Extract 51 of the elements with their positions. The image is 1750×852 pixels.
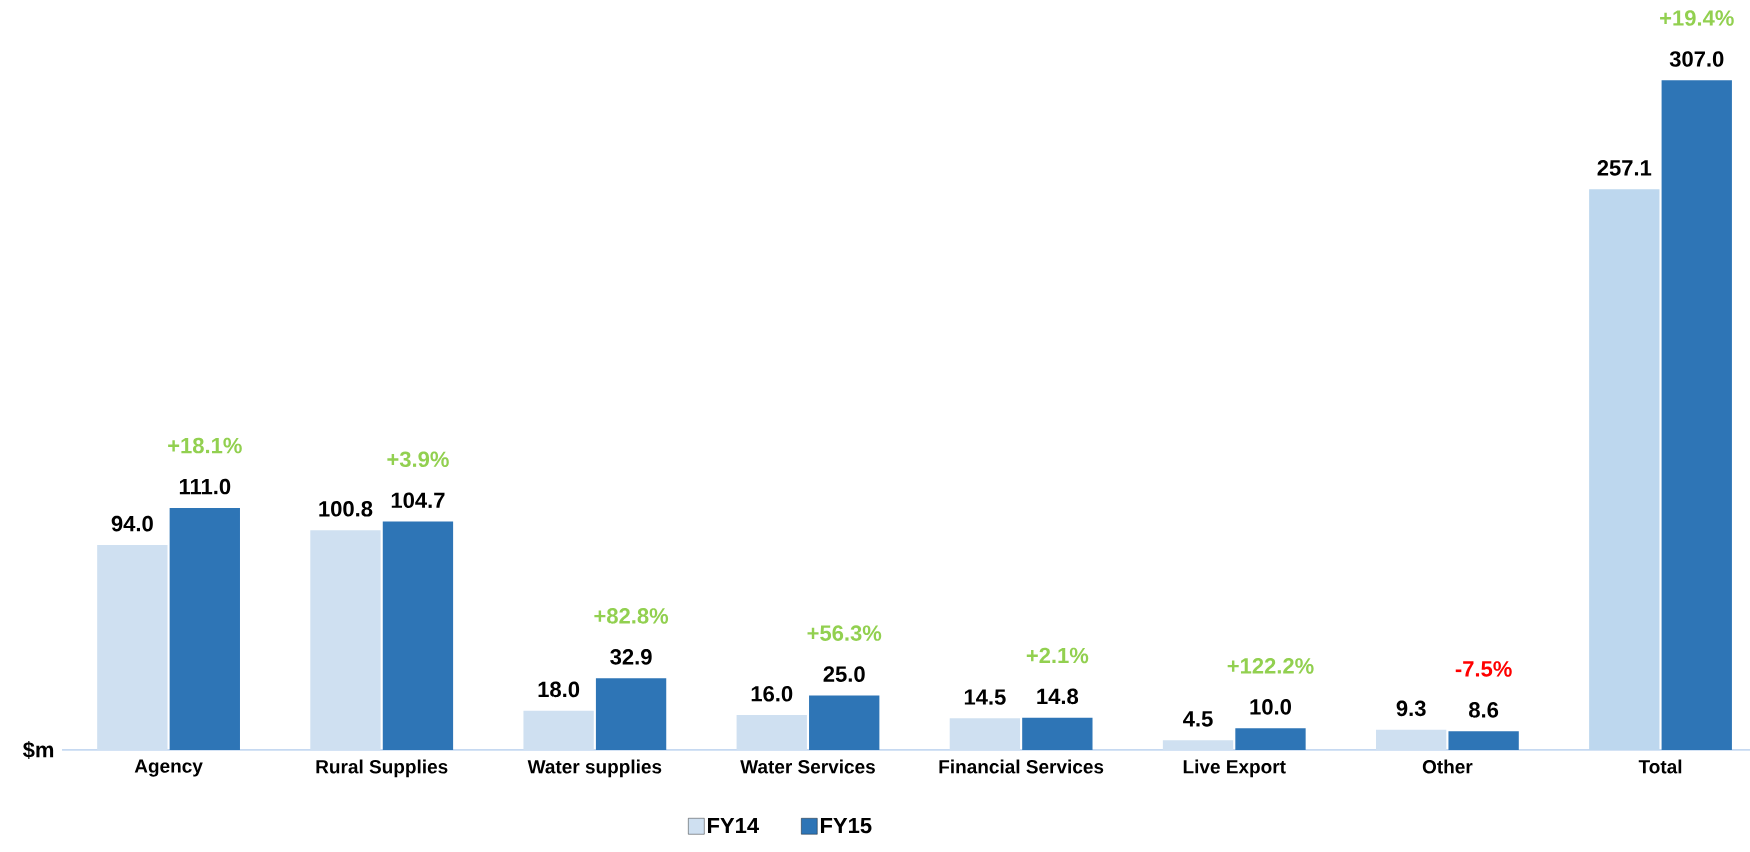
x-tick-label: Water supplies: [527, 759, 662, 778]
x-tick-label: Water Services: [740, 759, 875, 774]
data-label: 14.8: [1037, 688, 1079, 705]
annotation: +3.9%: [387, 451, 449, 468]
data-label: 94.0: [111, 515, 153, 532]
bar: [1022, 717, 1093, 750]
annotation: +2.1%: [1026, 647, 1089, 664]
data-label: 307.0: [1669, 51, 1724, 67]
bar: [1589, 189, 1660, 750]
data-label: 32.9: [610, 649, 652, 665]
bar: [736, 715, 807, 750]
annotation: +19.4%: [1660, 10, 1734, 26]
annotation: -7.5%: [1455, 661, 1512, 677]
bar: [1375, 729, 1447, 750]
data-label: 257.1: [1597, 160, 1652, 176]
bar: [310, 530, 381, 750]
bar: [523, 710, 594, 750]
bar: [809, 695, 880, 750]
data-label: 14.5: [964, 689, 1006, 705]
bar: [949, 718, 1021, 750]
data-label: 4.5: [1183, 711, 1213, 727]
bar: [1162, 740, 1234, 750]
bar: [1448, 731, 1519, 750]
bar: [382, 521, 454, 750]
x-tick-label: Agency: [134, 759, 203, 777]
data-label: 10.0: [1250, 699, 1291, 715]
bar: [97, 544, 168, 750]
annotation: +122.2%: [1227, 658, 1314, 674]
x-tick-label: Other: [1422, 759, 1473, 774]
legend-label: FY14: [707, 817, 759, 834]
x-tick-label: Live Export: [1183, 759, 1286, 778]
x-tick-label: Rural Supplies: [316, 759, 448, 778]
bar: [1661, 80, 1732, 750]
annotation: +82.8%: [594, 608, 669, 624]
data-label: 18.0: [538, 681, 580, 698]
bar: [595, 678, 667, 750]
data-label: 16.0: [751, 685, 793, 702]
annotation: +18.1%: [168, 437, 242, 454]
x-tick-label: Financial Services: [939, 759, 1104, 774]
bar: [1235, 728, 1306, 750]
y-axis-title: $m: [22, 741, 54, 759]
data-label: 100.8: [319, 501, 373, 517]
data-label: 104.7: [391, 492, 445, 509]
legend-label: FY15: [820, 817, 872, 834]
x-tick-label: Total: [1638, 759, 1682, 774]
data-label: 9.3: [1396, 700, 1426, 717]
bar: [169, 507, 240, 750]
data-label: 25.0: [823, 666, 865, 682]
annotation: +56.3%: [807, 625, 882, 641]
data-label: 8.6: [1469, 702, 1499, 718]
data-label: 111.0: [179, 478, 231, 495]
